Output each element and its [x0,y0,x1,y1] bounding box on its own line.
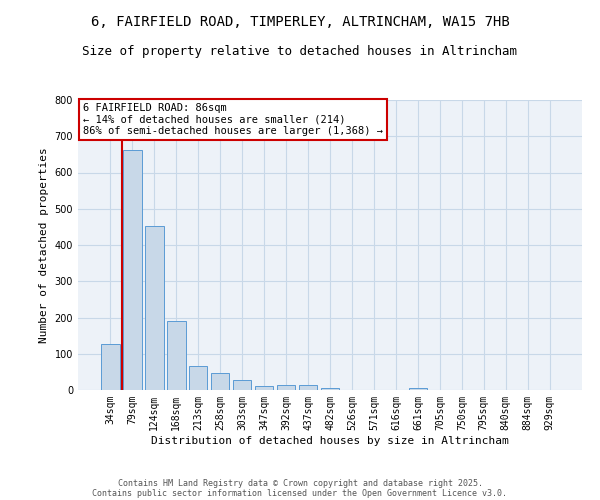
Text: 6 FAIRFIELD ROAD: 86sqm
← 14% of detached houses are smaller (214)
86% of semi-d: 6 FAIRFIELD ROAD: 86sqm ← 14% of detache… [83,103,383,136]
Bar [233,380,251,390]
X-axis label: Distribution of detached houses by size in Altrincham: Distribution of detached houses by size … [151,436,509,446]
Bar [277,386,295,390]
Bar [409,388,427,390]
Text: 6, FAIRFIELD ROAD, TIMPERLEY, ALTRINCHAM, WA15 7HB: 6, FAIRFIELD ROAD, TIMPERLEY, ALTRINCHAM… [91,15,509,29]
Bar [167,321,185,390]
Bar [145,226,164,390]
Text: Size of property relative to detached houses in Altrincham: Size of property relative to detached ho… [83,45,517,58]
Bar [189,366,208,390]
Bar [320,388,340,390]
Bar [299,386,317,390]
Y-axis label: Number of detached properties: Number of detached properties [39,147,49,343]
Bar [101,344,119,390]
Bar [255,386,274,390]
Bar [123,150,142,390]
Text: Contains public sector information licensed under the Open Government Licence v3: Contains public sector information licen… [92,488,508,498]
Text: Contains HM Land Registry data © Crown copyright and database right 2025.: Contains HM Land Registry data © Crown c… [118,478,482,488]
Bar [211,372,229,390]
